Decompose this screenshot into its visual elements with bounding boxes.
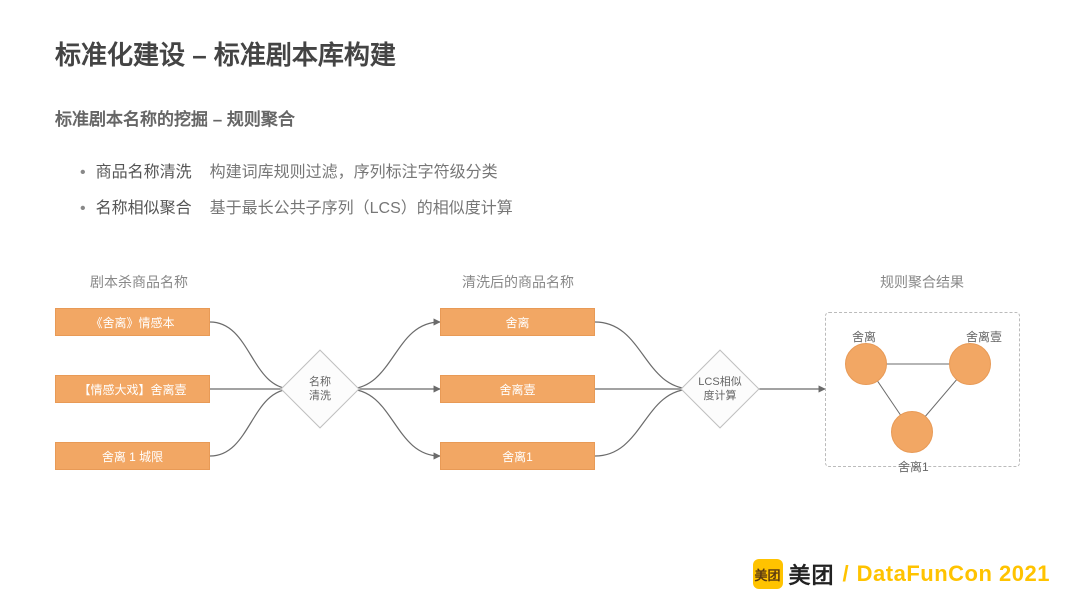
column-label: 剧本杀商品名称	[90, 272, 188, 292]
flow-box: 《舍离》情感本	[55, 308, 210, 336]
cluster-node-label: 舍离壹	[966, 328, 1002, 345]
page-subtitle: 标准剧本名称的挖掘 – 规则聚合	[55, 105, 295, 130]
page-title: 标准化建设 – 标准剧本库构建	[55, 35, 396, 72]
footer-slash: /	[843, 561, 849, 587]
bullet-desc: 构建词库规则过滤，序列标注字符级分类	[210, 158, 498, 182]
cluster-node	[845, 343, 887, 385]
cluster-node-label: 舍离1	[898, 458, 929, 475]
cluster-node	[891, 411, 933, 453]
column-label: 规则聚合结果	[880, 272, 964, 292]
cluster-node	[949, 343, 991, 385]
decision-diamond	[280, 349, 359, 428]
bullet-list: • 商品名称清洗 构建词库规则过滤，序列标注字符级分类 • 名称相似聚合 基于最…	[80, 158, 513, 230]
column-label: 清洗后的商品名称	[462, 272, 574, 292]
flow-diagram: 剧本杀商品名称 清洗后的商品名称 规则聚合结果《舍离》情感本【情感大戏】舍离壹舍离 …	[0, 260, 1080, 520]
flow-box: 【情感大戏】舍离壹	[55, 375, 210, 403]
meituan-brand: 美团	[789, 558, 835, 590]
flow-box: 舍离	[440, 308, 595, 336]
bullet-item: • 名称相似聚合 基于最长公共子序列（LCS）的相似度计算	[80, 194, 513, 218]
conference-name: DataFunCon 2021	[857, 561, 1050, 587]
bullet-item: • 商品名称清洗 构建词库规则过滤，序列标注字符级分类	[80, 158, 513, 182]
cluster-node-label: 舍离	[852, 328, 876, 345]
bullet-term: 商品名称清洗	[96, 158, 192, 182]
flow-box: 舍离1	[440, 442, 595, 470]
bullet-dot-icon: •	[80, 164, 86, 182]
bullet-dot-icon: •	[80, 200, 86, 218]
decision-diamond	[680, 349, 759, 428]
flow-box: 舍离壹	[440, 375, 595, 403]
bullet-desc: 基于最长公共子序列（LCS）的相似度计算	[210, 194, 513, 218]
bullet-term: 名称相似聚合	[96, 194, 192, 218]
flow-box: 舍离 1 城限	[55, 442, 210, 470]
meituan-badge-icon: 美团	[753, 559, 783, 589]
footer: 美团 美团 / DataFunCon 2021	[753, 558, 1050, 590]
